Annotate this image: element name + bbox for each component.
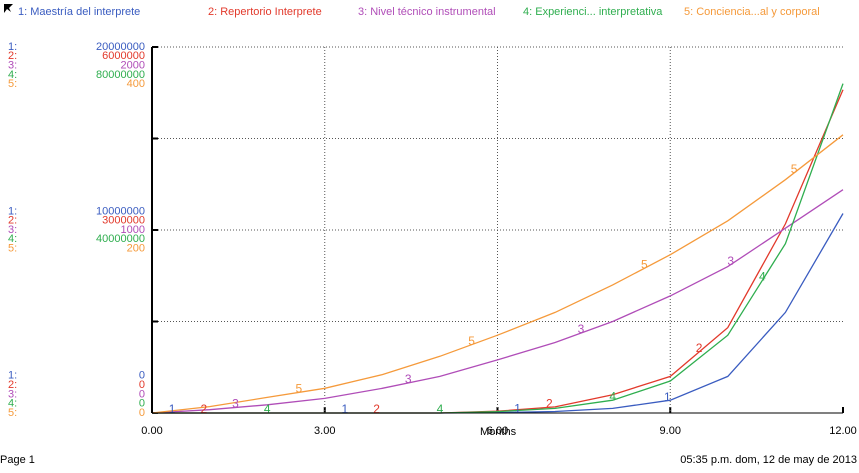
series-marker: 5: [641, 257, 648, 271]
series-marker: 1: [514, 401, 521, 415]
series-marker: 3: [405, 372, 412, 386]
series-marker: 1: [169, 402, 176, 416]
x-tick-label: 12.00: [829, 425, 857, 437]
y-tick-key: 3:: [8, 388, 17, 400]
legend-entry: 2: Repertorio Interprete: [208, 6, 322, 18]
legend-entry: 3: Nivel técnico instrumental: [358, 6, 496, 18]
legend-entry: 5: Conciencia...al y corporal: [684, 6, 820, 18]
y-tick-key: 2:: [8, 215, 17, 227]
y-tick-label: 200: [127, 243, 145, 255]
y-tick-label: 0: [139, 407, 145, 419]
y-tick-key: 5:: [8, 243, 17, 255]
y-tick-label: 2000: [121, 60, 145, 72]
y-tick-label: 0: [139, 388, 145, 400]
y-tick-label: 40000000: [96, 233, 145, 245]
series-marker: 2: [373, 402, 380, 416]
series-marker: 4: [609, 389, 616, 403]
y-tick-key: 4:: [8, 233, 17, 245]
y-tick-key: 1:: [8, 41, 17, 53]
y-tick-key: 2:: [8, 50, 17, 62]
series-marker: 1: [342, 402, 349, 416]
series-marker: 2: [696, 341, 703, 355]
y-tick-key: 1:: [8, 205, 17, 217]
legend-entry: 4: Experienci... interpretativa: [523, 6, 663, 18]
line: [151, 189, 844, 414]
series-marker: 4: [759, 269, 766, 283]
y-tick-label: 80000000: [96, 69, 145, 81]
series-marker: 1: [664, 390, 671, 404]
line: [151, 134, 844, 414]
series-marker: 3: [727, 254, 734, 268]
series-marker: 5: [791, 162, 798, 176]
y-tick-label: 6000000: [102, 50, 145, 62]
series-marker: 4: [264, 402, 271, 416]
y-tick-key: 5:: [8, 78, 17, 90]
y-tick-label: 400: [127, 78, 145, 90]
y-tick-label: 10000000: [96, 205, 145, 217]
y-tick-label: 0: [139, 398, 145, 410]
x-axis-label: Months: [480, 426, 517, 438]
x-tick-label: 9.00: [660, 425, 681, 437]
y-tick-key: 4:: [8, 398, 17, 410]
y-tick-key: 5:: [8, 407, 17, 419]
series-marker: 5: [468, 334, 475, 348]
x-tick-label: 3.00: [314, 425, 335, 437]
y-tick-key: 2:: [8, 379, 17, 391]
y-tick-key: 3:: [8, 60, 17, 72]
pin-icon: [4, 4, 13, 13]
y-tick-label: 20000000: [96, 41, 145, 53]
legend-entry: 1: Maestría del interprete: [18, 6, 140, 18]
y-tick-label: 3000000: [102, 215, 145, 227]
series-marker: 2: [200, 402, 207, 416]
y-tick-label: 0: [139, 379, 145, 391]
y-tick-label: 1000: [121, 224, 145, 236]
x-tick-label: 6.00: [487, 425, 508, 437]
y-tick-key: 4:: [8, 69, 17, 81]
series-marker: 3: [578, 322, 585, 336]
series-marker: 4: [437, 402, 444, 416]
y-tick-key: 3:: [8, 224, 17, 236]
series-marker: 2: [546, 396, 553, 410]
y-tick-key: 1:: [8, 370, 17, 382]
footer-timestamp: 05:35 p.m. dom, 12 de may de 2013: [680, 454, 857, 466]
series-marker: 5: [295, 382, 302, 396]
footer-page: Page 1: [0, 454, 35, 466]
y-tick-label: 0: [139, 370, 145, 382]
x-tick-label: 0.00: [141, 425, 162, 437]
series-marker: 3: [232, 397, 239, 411]
